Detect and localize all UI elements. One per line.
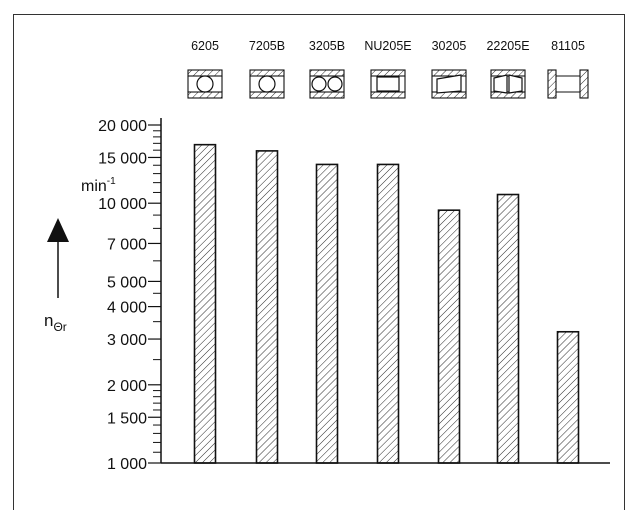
y-tick-label: 10 000 [98, 196, 147, 213]
up-arrow-icon [47, 218, 69, 298]
y-axis: 1 000 1 500 2 000 3 000 4 000 5 000 7 000 10 00… [98, 118, 610, 473]
bar-7205B [255, 150, 279, 464]
bar-81105 [556, 330, 580, 464]
y-tick-label: 5 000 [107, 274, 147, 291]
bar-22205E [496, 193, 520, 464]
double-row-angular-contact-bearing-icon [309, 69, 345, 99]
y-tick-label: 4 000 [107, 300, 147, 317]
thrust-ball-bearing-icon [547, 69, 589, 99]
y-tick-label: 15 000 [98, 150, 147, 167]
y-tick-label: 2 000 [107, 378, 147, 395]
chart-frame [13, 14, 625, 510]
tapered-roller-bearing-icon [431, 69, 467, 99]
bearing-icons [187, 69, 589, 99]
angular-contact-ball-bearing-icon [249, 69, 285, 99]
bar-6205 [193, 143, 217, 464]
bars [193, 143, 580, 464]
y-tick-label: 7 000 [107, 236, 147, 253]
category-labels: 6205 7205B 3205B NU205E 30205 22205E 81105 [191, 39, 585, 53]
y-tick-label: 20 000 [98, 118, 147, 135]
category-label: NU205E [364, 39, 411, 53]
bar-3205B [315, 163, 339, 464]
y-tick-label: 3 000 [107, 332, 147, 349]
y-axis-label: nΘr [44, 311, 67, 334]
y-tick-label: 1 500 [107, 410, 147, 427]
y-tick-label: 1 000 [107, 456, 147, 473]
unit-label: min-1 [81, 176, 116, 195]
category-label: 6205 [191, 39, 219, 53]
category-label: 22205E [486, 39, 529, 53]
deep-groove-ball-bearing-icon [187, 69, 223, 99]
bar-NU205E [376, 163, 400, 464]
category-label: 30205 [432, 39, 467, 53]
category-label: 7205B [249, 39, 285, 53]
category-label: 3205B [309, 39, 345, 53]
category-label: 81105 [551, 39, 585, 53]
bar-30205 [437, 209, 461, 464]
spherical-roller-bearing-icon [490, 69, 526, 99]
cylindrical-roller-bearing-icon [370, 69, 406, 99]
